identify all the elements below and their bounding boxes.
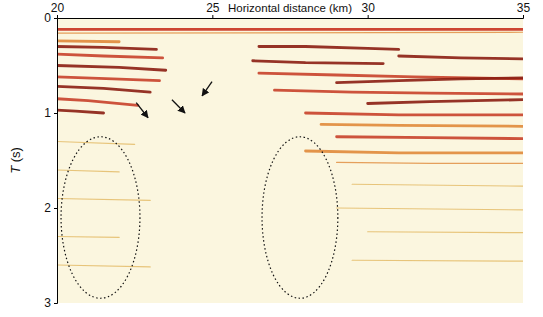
tick-label: 30 — [361, 1, 375, 15]
reflector — [306, 113, 523, 115]
tick-mark — [54, 208, 57, 209]
tick: 35 — [517, 1, 531, 18]
reflector — [274, 90, 523, 94]
x-axis: 20 25 30 35 — [51, 1, 531, 19]
ellipse-annotation — [61, 137, 140, 299]
tick-label: 3 — [44, 296, 51, 310]
plot-background — [57, 18, 523, 303]
reflector — [57, 265, 150, 267]
reflector — [368, 231, 523, 233]
tick: 30 — [361, 1, 375, 18]
tick: 1 — [44, 106, 57, 120]
tick-mark — [523, 15, 524, 18]
reflector — [57, 66, 166, 71]
tick-label: 35 — [517, 1, 531, 15]
axis-line — [58, 15, 524, 19]
tick: 0 — [44, 11, 57, 25]
tick-label: 20 — [51, 1, 65, 15]
reflector — [321, 124, 523, 126]
reflector — [57, 47, 156, 50]
y-axis-title: T (s) — [8, 147, 23, 174]
reflector — [399, 56, 523, 59]
reflector — [57, 236, 119, 238]
chart: 20 25 30 35 0 1 2 3 Horizontal distance (km) T (s… — [0, 0, 543, 317]
reflector — [57, 199, 150, 201]
tick-mark — [54, 18, 57, 19]
y-axis: 0 1 2 3 — [44, 11, 57, 310]
reflector — [57, 54, 163, 58]
tick-label: 2 — [44, 201, 51, 215]
arrow-annotation — [136, 103, 148, 118]
reflector — [337, 208, 523, 210]
reflector — [57, 86, 150, 92]
reflector — [352, 260, 523, 262]
reflector — [337, 78, 523, 83]
tick-mark — [54, 303, 57, 304]
reflector — [337, 162, 523, 164]
tick: 3 — [44, 296, 57, 310]
tick-label: 25 — [206, 1, 220, 15]
arrow-annotation — [172, 100, 185, 113]
reflector — [368, 100, 523, 104]
tick-mark — [57, 15, 58, 18]
reflector — [337, 137, 523, 139]
reflector — [352, 184, 523, 186]
tick: 25 — [206, 1, 220, 18]
reflector — [259, 47, 399, 50]
reflector — [57, 32, 523, 34]
tick-mark — [368, 15, 369, 18]
tick: 20 — [51, 1, 65, 18]
reflector — [57, 28, 523, 31]
tick-label: 1 — [44, 106, 51, 120]
reflector — [57, 77, 160, 81]
tick-label: 0 — [44, 11, 51, 25]
plot-area — [57, 29, 523, 298]
ellipse-annotation — [262, 137, 338, 299]
reflector — [57, 99, 138, 106]
reflector — [306, 151, 523, 153]
tick: 2 — [44, 201, 57, 215]
tick-mark — [54, 113, 57, 114]
x-axis-title: Horizontal distance (km) — [228, 2, 352, 14]
reflector — [253, 61, 383, 64]
arrow-annotation — [202, 82, 212, 96]
reflector — [57, 39, 119, 43]
reflector — [57, 110, 104, 113]
reflector — [57, 142, 135, 145]
tick-mark — [212, 15, 213, 18]
axis-line — [54, 19, 58, 304]
reflector — [57, 170, 119, 172]
